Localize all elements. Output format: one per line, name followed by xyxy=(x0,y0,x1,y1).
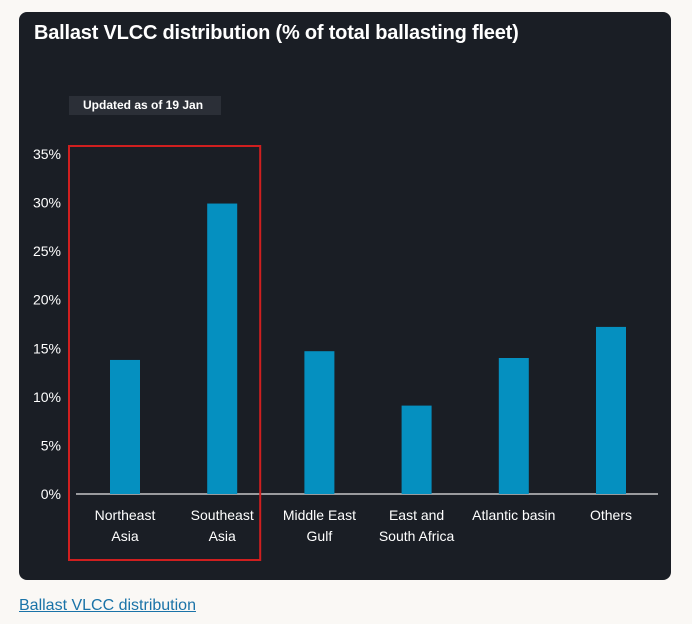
y-tick-label: 20% xyxy=(33,292,61,308)
x-tick-label: Atlantic basin xyxy=(472,507,555,523)
bar-chart: 0% 5% 10% 15% 20% 25% 30% 35% Northeast Asia South… xyxy=(33,145,658,561)
x-tick-label: Asia xyxy=(209,528,236,544)
x-tick-label: South Africa xyxy=(379,528,455,544)
x-tick-label: Middle East xyxy=(283,507,356,523)
x-tick-label: Southeast xyxy=(191,507,254,523)
bar xyxy=(110,359,140,494)
x-tick-label: Gulf xyxy=(307,528,333,544)
y-tick-label: 25% xyxy=(33,243,61,259)
chart-card: Ballast VLCC distribution (% of total ba… xyxy=(19,12,671,580)
chart-title: Ballast VLCC distribution (% of total ba… xyxy=(34,22,519,44)
x-tick-label: East and xyxy=(389,507,444,523)
x-tick-label: Others xyxy=(590,507,632,523)
y-tick-label: 10% xyxy=(33,389,61,405)
y-tick-label: 30% xyxy=(33,195,61,211)
chart-caption-link[interactable]: Ballast VLCC distribution xyxy=(19,597,196,614)
bar xyxy=(207,203,238,495)
bar xyxy=(498,358,529,494)
x-tick-label: Asia xyxy=(111,528,138,544)
bar xyxy=(401,405,432,494)
y-tick-label: 35% xyxy=(33,146,61,162)
x-tick-label: Northeast xyxy=(95,507,156,523)
updated-badge: Updated as of 19 Jan xyxy=(69,96,222,115)
bar xyxy=(304,351,335,494)
y-tick-label: 0% xyxy=(41,486,61,502)
y-tick-label: 15% xyxy=(33,340,61,356)
highlight-box xyxy=(68,145,262,561)
bar xyxy=(596,326,626,494)
y-tick-label: 5% xyxy=(41,437,61,453)
